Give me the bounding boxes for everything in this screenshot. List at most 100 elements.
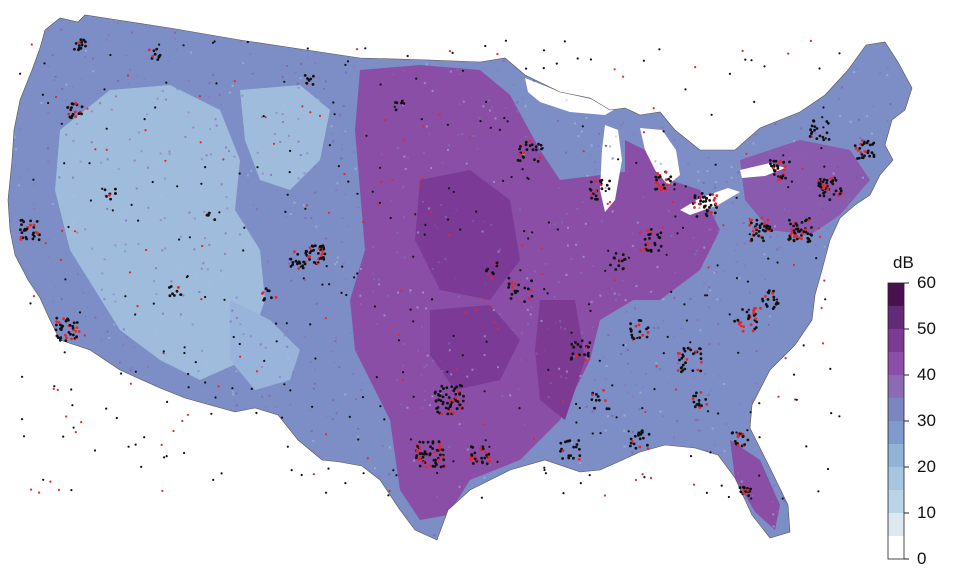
noise-speckle [37, 518, 40, 521]
hotspot-point-black [822, 126, 825, 129]
noise-speckle [808, 404, 811, 407]
noise-speckle [356, 71, 359, 74]
noise-speckle [416, 306, 419, 309]
noise-speckle [269, 516, 272, 519]
hotspot-point-black [662, 130, 665, 133]
noise-speckle [388, 446, 391, 449]
noise-speckle [749, 291, 751, 294]
noise-speckle [192, 126, 195, 129]
hotspot-point-black [868, 143, 872, 147]
hotspot-point-black [322, 257, 326, 261]
noise-speckle [708, 343, 711, 346]
noise-speckle [273, 449, 276, 452]
noise-speckle [323, 531, 326, 534]
noise-speckle [174, 38, 177, 40]
noise-speckle [659, 410, 662, 413]
noise-speckle [269, 524, 272, 527]
noise-speckle [381, 530, 384, 533]
noise-speckle [636, 221, 639, 224]
noise-speckle [261, 172, 264, 175]
noise-speckle [537, 166, 540, 169]
noise-speckle [162, 508, 165, 511]
noise-speckle [259, 458, 262, 461]
hotspot-point-black [283, 80, 286, 83]
noise-speckle [663, 25, 666, 28]
noise-speckle [458, 295, 461, 298]
hotspot-point-black [693, 405, 697, 409]
hotspot-point-red [750, 218, 753, 222]
hotspot-point-black [243, 226, 246, 229]
noise-speckle [32, 495, 34, 498]
hotspot-point-red [561, 449, 565, 453]
hotspot-point-black [747, 308, 750, 311]
noise-speckle [775, 396, 778, 399]
noise-speckle [511, 22, 514, 25]
noise-speckle [880, 236, 883, 239]
hotspot-point-black [29, 302, 32, 305]
noise-speckle [94, 316, 97, 319]
hotspot-point-red [80, 421, 83, 424]
hotspot-point-black [578, 447, 581, 451]
noise-speckle [84, 55, 87, 58]
hotspot-point-black [525, 148, 529, 152]
noise-speckle [740, 65, 743, 68]
hotspot-point-red [790, 230, 794, 234]
noise-speckle [586, 502, 589, 505]
hotspot-point-black [595, 393, 598, 396]
legend-color-bin [888, 536, 904, 559]
hotspot-point-black [692, 400, 696, 404]
hotspot-point-black [461, 69, 465, 72]
noise-speckle [364, 301, 367, 304]
noise-speckle [729, 62, 732, 65]
hotspot-point-black [543, 468, 546, 472]
noise-speckle [549, 382, 552, 385]
noise-speckle [387, 96, 390, 98]
noise-speckle [789, 156, 792, 159]
hotspot-point-black [747, 317, 750, 321]
hotspot-point-black [303, 74, 307, 77]
noise-speckle [488, 23, 491, 26]
hotspot-point-black [62, 435, 65, 438]
noise-speckle [735, 243, 738, 246]
noise-speckle [687, 31, 690, 33]
noise-speckle [274, 133, 277, 135]
hotspot-point-black [523, 230, 526, 233]
noise-speckle [249, 53, 252, 56]
noise-speckle [626, 170, 629, 173]
noise-speckle [834, 296, 837, 299]
noise-speckle [159, 219, 162, 222]
noise-speckle [317, 98, 320, 101]
noise-speckle [708, 228, 710, 231]
noise-speckle [285, 215, 287, 218]
noise-speckle [580, 503, 583, 506]
noise-speckle [63, 354, 66, 357]
noise-speckle [767, 477, 770, 480]
hotspot-point-black [309, 323, 312, 326]
noise-speckle [704, 295, 707, 298]
hotspot-point-black [63, 351, 66, 354]
noise-speckle [162, 415, 165, 418]
noise-speckle [119, 443, 122, 446]
hotspot-point-red [70, 337, 73, 341]
noise-speckle [859, 137, 862, 140]
hotspot-point-red [74, 115, 78, 119]
hotspot-point-black [704, 294, 707, 297]
hotspot-point-black [461, 354, 464, 357]
hotspot-point-black [788, 218, 791, 222]
noise-speckle [408, 504, 411, 507]
legend-tick-label: 0 [917, 549, 927, 568]
noise-speckle [659, 162, 662, 165]
hotspot-point-red [380, 180, 383, 183]
noise-speckle [335, 336, 337, 339]
noise-speckle [40, 101, 43, 104]
noise-speckle [603, 85, 606, 88]
noise-level-regions [55, 65, 870, 530]
noise-speckle [312, 457, 314, 460]
hotspot-point-red [638, 445, 642, 449]
noise-speckle [779, 179, 782, 182]
noise-speckle [553, 295, 556, 298]
noise-speckle [149, 444, 152, 447]
noise-speckle [151, 165, 154, 168]
hotspot-point-black [182, 44, 185, 47]
hotspot-point-black [503, 116, 506, 120]
